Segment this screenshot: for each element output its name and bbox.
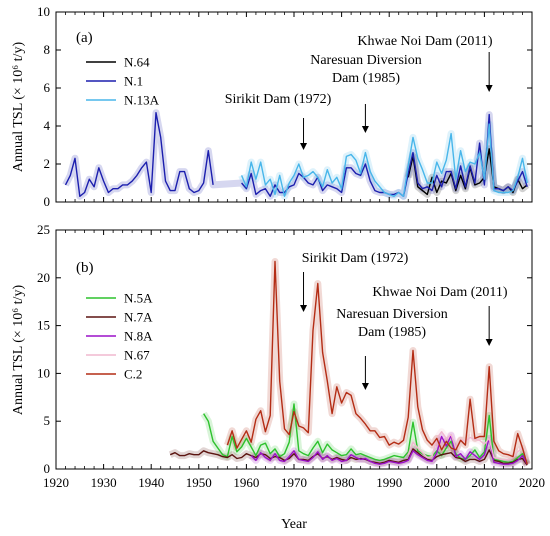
- y-tick-label: 25: [37, 222, 50, 237]
- legend-label: N.67: [124, 348, 150, 363]
- panel-b: 0 5 10 15 20 25 (b) N.5A N.7A N.8A N.67 C.2 Sirik…: [11, 222, 545, 532]
- legend-label: N.7A: [124, 310, 153, 325]
- panel-b-label: (b): [76, 260, 94, 276]
- panel-b-series: [169, 260, 528, 466]
- y-tick-label: 2: [44, 156, 51, 171]
- annotation-arrowhead: [485, 85, 493, 92]
- x-tick-label: 1990: [376, 475, 402, 490]
- annotation-arrowhead: [300, 305, 308, 312]
- y-tick-label: 10: [37, 4, 50, 19]
- y-tick-label: 20: [37, 270, 50, 285]
- annotation-text: Dam (1985): [332, 71, 400, 86]
- y-tick-label: 15: [37, 318, 50, 333]
- y-tick-label: 10: [37, 365, 50, 380]
- panel-b-legend: N.5A N.7A N.8A N.67 C.2: [86, 291, 153, 382]
- legend-label: C.2: [124, 367, 142, 382]
- x-tick-label: 1930: [91, 475, 117, 490]
- x-tick-label: 1970: [281, 475, 307, 490]
- annotation-arrowhead: [485, 339, 493, 346]
- y-tick-label: 0: [44, 461, 51, 476]
- x-tick-label: 1960: [233, 475, 259, 490]
- panel-a-ylabel: Annual TSL (× 10⁶ t/y): [11, 42, 26, 173]
- series-line-n13a: [240, 123, 528, 198]
- annotation-text: Dam (1985): [358, 325, 426, 340]
- panel-b-annotations: Sirikit Dam (1972) Naresuan Diversion Dam …: [300, 251, 508, 390]
- panel-a-legend: N.64 N.1 N.13A: [86, 55, 160, 108]
- series-line-n1: [64, 111, 214, 198]
- series-line-c2: [226, 260, 528, 465]
- annotation-text: Khwae Noi Dam (2011): [357, 34, 493, 49]
- panel-a-annotations: Sirikit Dam (1972) Naresuan Diversion Dam …: [225, 34, 493, 150]
- annotation-arrowhead: [300, 143, 308, 150]
- panel-a: 0 2 4 6 8 10 (a) N.64 N.1 N.13A Sirikit Dam (19…: [11, 4, 533, 209]
- annotation-arrowhead: [361, 383, 369, 390]
- legend-label: N.5A: [124, 291, 153, 306]
- legend-label: N.8A: [124, 329, 153, 344]
- panel-a-ticks: 0 2 4 6 8 10: [37, 4, 533, 209]
- annotation-text: Sirikit Dam (1972): [302, 251, 409, 266]
- x-tick-label: 1950: [186, 475, 212, 490]
- x-tick-label: 1980: [329, 475, 355, 490]
- panel-b-ylabel: Annual TSL (× 10⁶ t/y): [11, 285, 26, 416]
- x-tick-label: 2000: [424, 475, 450, 490]
- series-line-n5a: [203, 403, 528, 464]
- y-tick-label: 5: [44, 413, 51, 428]
- y-tick-label: 0: [44, 194, 51, 209]
- series-line-n67: [407, 431, 528, 461]
- legend-label: N.64: [124, 55, 150, 70]
- y-tick-label: 4: [44, 118, 51, 133]
- panel-a-series: [64, 111, 528, 198]
- legend-label: N.13A: [124, 93, 160, 108]
- annotation-text: Naresuan Diversion: [336, 307, 448, 322]
- annotation-text: Naresuan Diversion: [310, 53, 422, 68]
- y-tick-label: 8: [44, 42, 51, 57]
- panel-b-x-tick-labels: 1920 1930 1940 1950 1960 1970 1980 1990 2000 2010…: [43, 475, 545, 490]
- annotation-text: Khwae Noi Dam (2011): [372, 285, 508, 300]
- y-tick-label: 6: [44, 80, 51, 95]
- series-line-n7a: [169, 448, 528, 466]
- panel-b-ticks: 0 5 10 15 20 25: [37, 222, 533, 476]
- x-tick-label: 1940: [138, 475, 164, 490]
- x-tick-label: 2020: [519, 475, 545, 490]
- panel-b-xlabel: Year: [281, 517, 307, 532]
- x-tick-label: 1920: [43, 475, 69, 490]
- x-tick-label: 2010: [471, 475, 497, 490]
- legend-label: N.1: [124, 74, 143, 89]
- series-line-n8a: [250, 434, 528, 465]
- annotation-arrowhead: [361, 126, 369, 133]
- panel-a-label: (a): [76, 30, 93, 46]
- annotation-text: Sirikit Dam (1972): [225, 92, 332, 107]
